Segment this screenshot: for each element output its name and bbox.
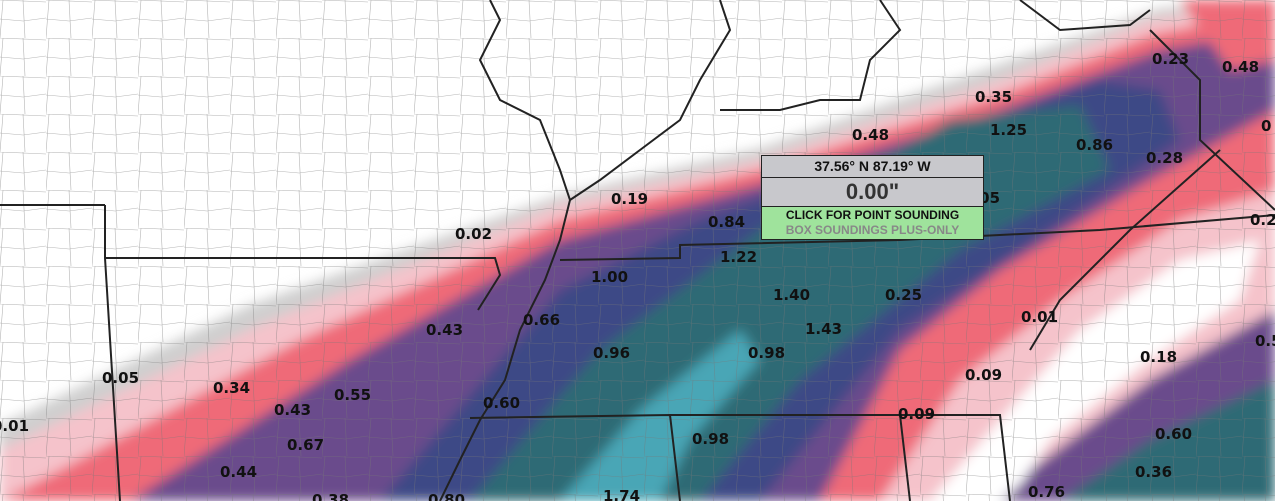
- value-label: 0.25: [885, 286, 922, 304]
- value-label: 0.60: [483, 394, 520, 412]
- value-label: 0.35: [975, 88, 1012, 106]
- value-label: 0.60: [1155, 425, 1192, 443]
- value-label: 0.48: [852, 126, 889, 144]
- value-label: 0.84: [708, 213, 745, 231]
- value-label: 1.00: [591, 268, 628, 286]
- value-label: 0.66: [523, 311, 560, 329]
- point-sounding-button[interactable]: CLICK FOR POINT SOUNDING BOX SOUNDINGS P…: [762, 207, 983, 239]
- value-label: 1.25: [990, 121, 1027, 139]
- value-label: 0.98: [692, 430, 729, 448]
- value-label: 0.01: [1021, 308, 1058, 326]
- value-label: 1.40: [773, 286, 810, 304]
- box-soundings-note: BOX SOUNDINGS PLUS-ONLY: [785, 223, 960, 237]
- value-label: 0.43: [274, 401, 311, 419]
- value-label: 0.80: [428, 491, 465, 501]
- value-label: 0.28: [1146, 149, 1183, 167]
- value-labels: 0.23 0.48 0.35 1.25 0.48 0.86 0.28 0 0.1…: [0, 50, 1275, 501]
- value-label: 1.74: [603, 487, 640, 501]
- value-label: 1.22: [720, 248, 757, 266]
- value-label: 0.86: [1076, 136, 1113, 154]
- value-label: 0.01: [0, 417, 29, 435]
- tooltip-value: 0.00": [762, 178, 983, 207]
- value-label: 0: [1261, 117, 1271, 135]
- tooltip-coordinates: 37.56° N 87.19° W: [762, 156, 983, 178]
- value-label: 0.18: [1140, 348, 1177, 366]
- value-label: 0.09: [965, 366, 1002, 384]
- value-label: 0.02: [455, 225, 492, 243]
- point-tooltip: 37.56° N 87.19° W 0.00" CLICK FOR POINT …: [761, 155, 984, 240]
- value-label: 0.44: [220, 463, 257, 481]
- value-label: 0.38: [312, 491, 349, 501]
- value-label: 0.5: [1255, 332, 1275, 350]
- value-label: 0.48: [1222, 58, 1259, 76]
- value-label: 0.96: [593, 344, 630, 362]
- value-label: 0.19: [611, 190, 648, 208]
- point-sounding-label[interactable]: CLICK FOR POINT SOUNDING: [785, 208, 960, 222]
- value-label: 0.67: [287, 436, 324, 454]
- value-label: 0.05: [102, 369, 139, 387]
- value-label: 0.36: [1135, 463, 1172, 481]
- value-label: 0.34: [213, 379, 250, 397]
- value-label: 0.76: [1028, 483, 1065, 501]
- value-label: 0.98: [748, 344, 785, 362]
- value-label: 0.2: [1250, 211, 1275, 229]
- value-label: 0.23: [1152, 50, 1189, 68]
- value-label: 0.09: [898, 405, 935, 423]
- value-label: 0.55: [334, 386, 371, 404]
- value-label: 0.43: [426, 321, 463, 339]
- value-label: 1.43: [805, 320, 842, 338]
